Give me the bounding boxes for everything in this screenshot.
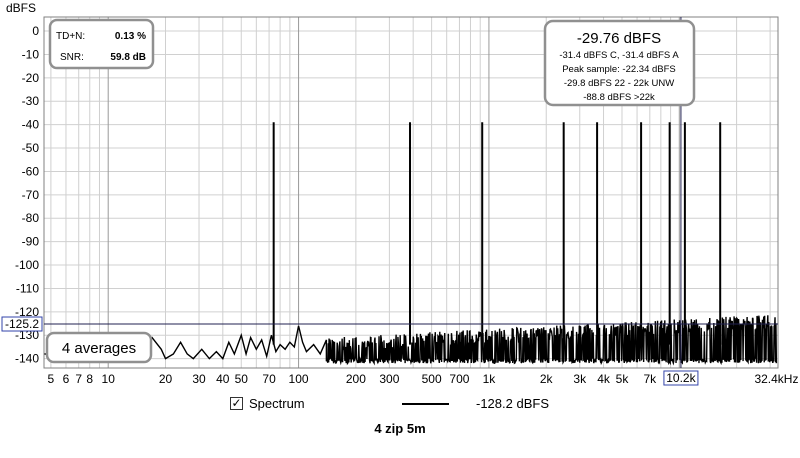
noise-floor-trace	[43, 315, 778, 366]
distortion-info-box	[48, 18, 155, 70]
y-tick-label: -90	[22, 235, 40, 249]
spectrum-checkbox[interactable]: ✓	[230, 396, 243, 410]
cursor-x-readout: 10.2k	[666, 371, 696, 385]
x-tick-label: 1k	[483, 372, 497, 386]
y-tick-label: -50	[22, 141, 40, 155]
x-tick-label: 6	[63, 372, 70, 386]
averages-count: 4 averages	[62, 340, 136, 357]
measurement-name: 4 zip 5m	[374, 421, 426, 436]
x-tick-label: 5	[48, 372, 55, 386]
x-tick-label: 8	[86, 372, 93, 386]
x-tick-label: 50	[235, 372, 249, 386]
x-tick-label: 20	[159, 372, 173, 386]
y-tick-label: -120	[15, 305, 39, 319]
x-tick-label: 7	[75, 372, 82, 386]
plot-axes	[43, 16, 779, 369]
x-tick-label: 2k	[540, 372, 554, 386]
cursor-y-readout-box	[1, 316, 43, 332]
rms-level-main: -29.76 dBFS	[577, 30, 661, 47]
snr-value: 59.8 dB	[110, 52, 146, 63]
x-tick-label: 10	[102, 372, 116, 386]
x-tick-label: 100	[289, 372, 309, 386]
weighted-levels: -31.4 dBFS C, -31.4 dBFS A	[559, 50, 679, 61]
x-tick-label: 32.4kHz	[754, 372, 798, 386]
x-tick-label: 200	[346, 372, 366, 386]
x-axis-tick-labels: 5 6 7 8 10 20 30 40 50 70 100 200 300 500 700 1k 2k 3k 4k 5…	[48, 372, 799, 386]
plot-overlays: TD+N: 0.13 % SNR: 59.8 dB -29.76 dBFS -31.4 d…	[45, 18, 696, 364]
y-tick-label: -10	[22, 47, 40, 61]
cursor-y-readout: -125.2	[5, 317, 39, 331]
x-tick-label: 3k	[573, 372, 587, 386]
y-tick-label: -70	[22, 188, 40, 202]
y-tick-label: -30	[22, 94, 40, 108]
x-tick-label: 500	[422, 372, 442, 386]
y-tick-label: -100	[15, 258, 39, 272]
peak-sample-level: Peak sample: -22.34 dBFS	[562, 64, 676, 75]
legend-series-value: -128.2 dBFS	[476, 396, 549, 411]
spectrum-trace	[43, 122, 778, 366]
legend-series-label: Spectrum	[249, 396, 305, 411]
x-tick-label: 300	[379, 372, 399, 386]
x-tick-label: 30	[192, 372, 206, 386]
y-tick-label: -20	[22, 71, 40, 85]
cursor-x-readout-box	[663, 370, 699, 386]
y-tick-label: -130	[15, 328, 39, 342]
y-tick-label: -40	[22, 118, 40, 132]
y-tick-label: -110	[16, 281, 39, 295]
x-tick-label: 7k	[643, 372, 657, 386]
y-tick-label: -140	[15, 352, 39, 366]
y-axis-tick-labels: dBFS 0 -10 -20 -30 -40 -50 -60 -70 -80 -90 -100 -110…	[6, 1, 39, 366]
x-tick-label: 70	[262, 372, 276, 386]
tdn-label: TD+N:	[56, 31, 85, 42]
above-22k-level: -88.8 dBFS >22k	[583, 92, 655, 103]
snr-label: SNR:	[60, 52, 84, 63]
y-tick-label: -60	[22, 164, 40, 178]
x-tick-label: 40	[216, 372, 230, 386]
x-tick-label: 5k	[616, 372, 630, 386]
level-info-box	[543, 19, 696, 107]
y-tick-label: 0	[32, 24, 39, 38]
y-tick-label: -80	[22, 211, 40, 225]
averages-box	[45, 331, 153, 364]
x-tick-label: 700	[449, 372, 469, 386]
unweighted-level: -29.8 dBFS 22 - 22k UNW	[564, 78, 674, 89]
legend-line-swatch	[402, 403, 449, 405]
y-axis-unit-label: dBFS	[6, 1, 36, 15]
plot-frame	[43, 16, 779, 369]
x-tick-label: 4k	[597, 372, 611, 386]
tdn-value: 0.13 %	[115, 31, 146, 42]
